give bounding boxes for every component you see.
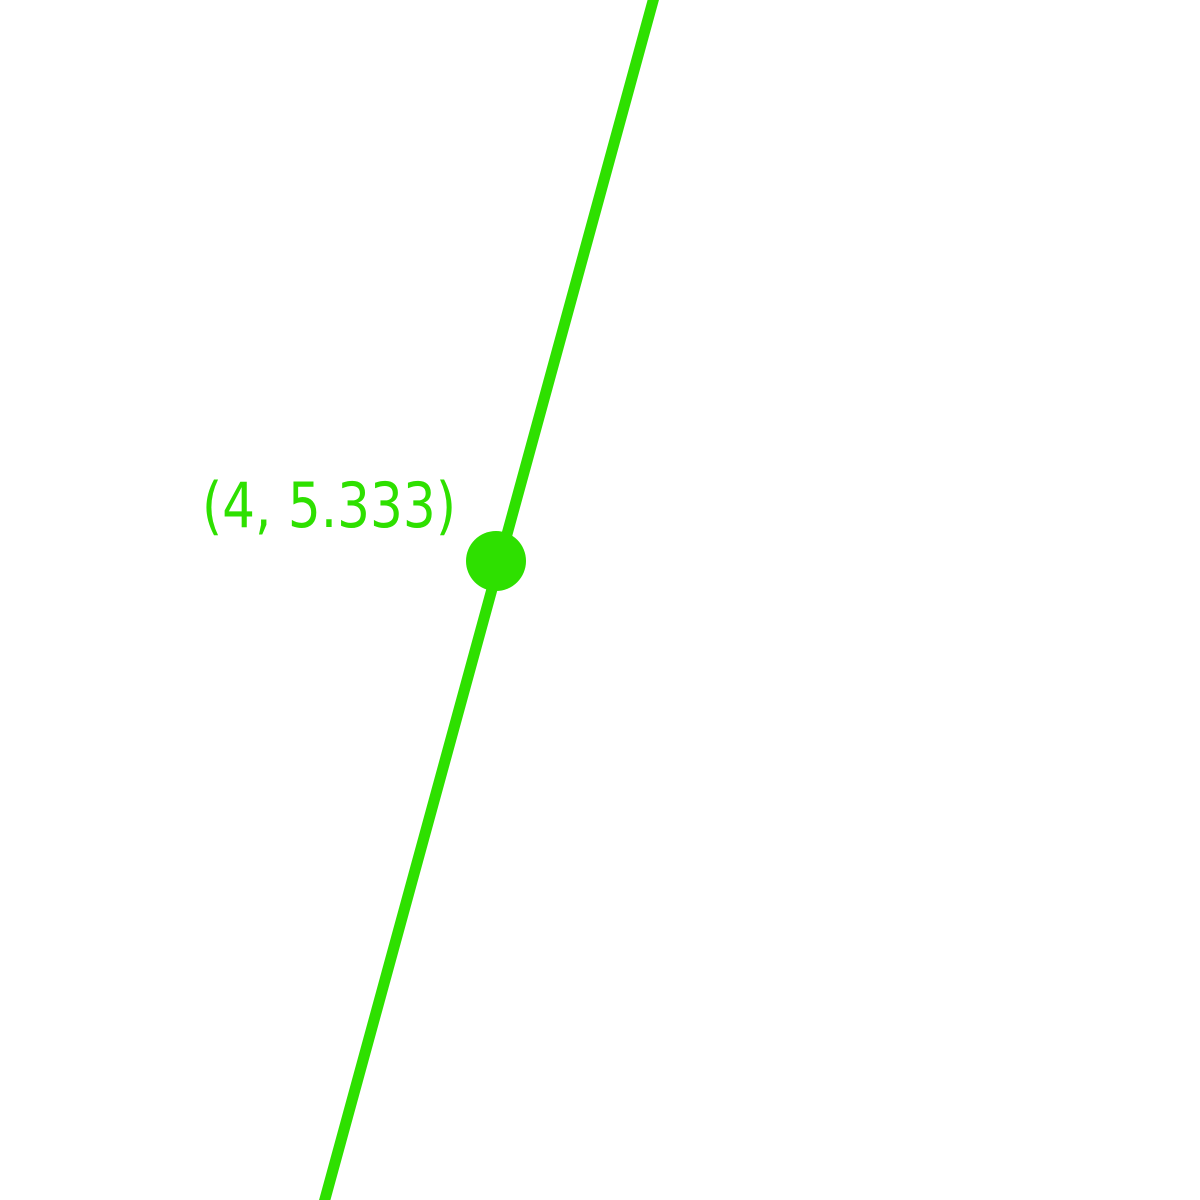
- point-label: (4, 5.333): [202, 469, 456, 542]
- line: [319, 0, 659, 1200]
- point-marker: [466, 531, 526, 591]
